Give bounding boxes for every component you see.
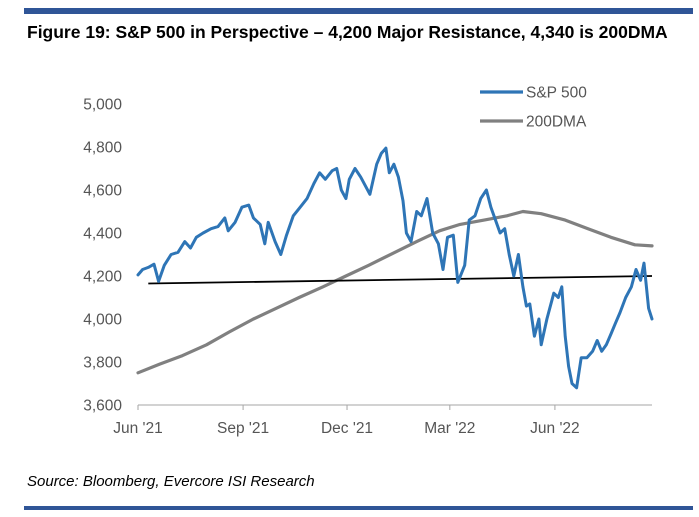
legend-label: S&P 500 [526, 85, 587, 102]
y-tick-label: 4,800 [83, 140, 122, 157]
y-tick-label: 4,600 [83, 183, 122, 200]
series-layer [136, 146, 654, 390]
y-tick-label: 3,800 [83, 355, 122, 372]
x-tick-label: Jun '22 [530, 420, 580, 437]
axes: 3,600 3,800 4,000 4,200 4,400 4,600 4,800 5,000… [83, 97, 652, 437]
y-tick-label: 4,200 [83, 269, 122, 286]
x-tick-label: Jun '21 [113, 420, 163, 437]
y-tick-label: 4,400 [83, 226, 122, 243]
x-tick-label: Dec '21 [321, 420, 373, 437]
x-tick-label: Mar '22 [424, 420, 475, 437]
legend: S&P 500 200DMA [480, 85, 587, 131]
legend-label: 200DMA [526, 114, 587, 131]
top-accent-rule [24, 8, 693, 14]
y-tick-label: 4,000 [83, 312, 122, 329]
series-line-sp500 [136, 146, 654, 390]
series-line-200dma [136, 209, 654, 375]
bottom-accent-rule [24, 506, 693, 510]
figure-title: Figure 19: S&P 500 in Perspective – 4,20… [27, 22, 668, 42]
y-tick-label: 3,600 [83, 398, 122, 415]
y-tick-label: 5,000 [83, 97, 122, 114]
x-tick-label: Sep '21 [217, 420, 269, 437]
resistance-line [148, 275, 653, 285]
source-note: Source: Bloomberg, Evercore ISI Research [27, 473, 315, 490]
